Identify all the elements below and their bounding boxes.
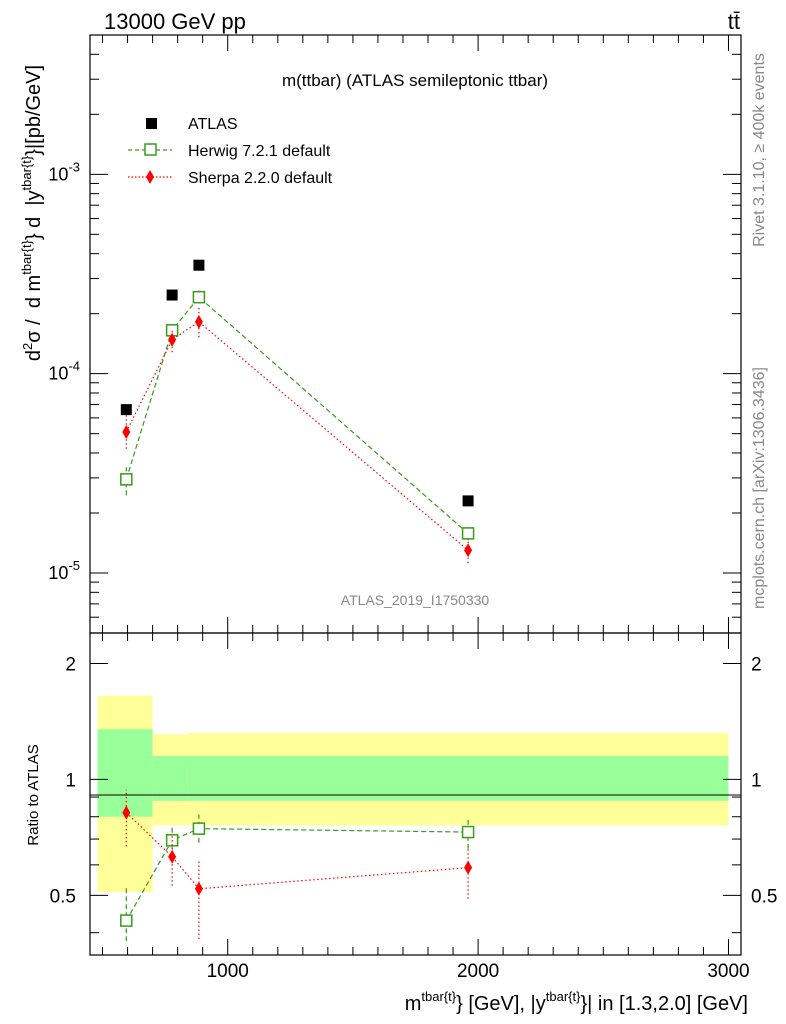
y-label-part: σ / d m (23, 275, 45, 343)
atlas-point (193, 259, 205, 271)
x-label-part: }| in [1.3,2.0] [GeV] (580, 993, 748, 1015)
legend-marker-atlas (146, 118, 157, 129)
y-tick-label: 10-4 (48, 359, 80, 384)
x-axis-label: mtbar{t}} [GeV], |ytbar{t}}| in [1.3,2.0… (405, 989, 748, 1015)
ratio-uncertainty-bands (97, 695, 729, 893)
y-tick-label: 10-5 (48, 558, 80, 583)
x-label-sup: tbar{t} (546, 989, 581, 1004)
y-label-sup: 2 (20, 343, 35, 350)
sherpa-ratio-point (464, 860, 473, 875)
herwig-point (120, 473, 133, 486)
ratio-y-tick-label-right: 0.5 (751, 886, 777, 907)
ratio-series-layer (120, 789, 475, 942)
legend-marker-herwig (144, 143, 157, 156)
ratio-y-tick-label-left: 2 (65, 654, 76, 675)
legend-label-herwig: Herwig 7.2.1 default (188, 143, 331, 160)
x-label-part: m (405, 993, 422, 1015)
y-tick-base: 10 (48, 164, 68, 184)
sherpa-point (168, 332, 177, 347)
y-label-part: }|[pb/GeV] (23, 65, 45, 156)
sherpa-ratio-point (194, 881, 203, 896)
herwig-ratio-point (461, 825, 475, 839)
y-label-part: d (23, 350, 45, 361)
y-label-part: } d |y (23, 190, 45, 240)
x-label-sup: tbar{t} (421, 989, 456, 1004)
y-tick-exponent: -5 (68, 558, 80, 573)
herwig-point (461, 527, 475, 540)
inner-uncertainty-band (97, 729, 153, 817)
herwig-ratio-line (125, 828, 469, 921)
ratio-axis-ticks: 0.5 0.5 1 1 2 2 1000 2000 3000 (50, 633, 777, 982)
ratio-y-axis-label: Ratio to ATLAS (25, 744, 42, 845)
legend: ATLAS Herwig 7.2.1 default Sherpa 2.2.0 … (128, 116, 333, 187)
sherpa-point (464, 543, 473, 558)
atlas-point (166, 289, 178, 301)
y-tick-exponent: -4 (68, 359, 80, 374)
inner-uncertainty-band (187, 756, 729, 801)
herwig-point (192, 290, 206, 304)
rivet-label: Rivet 3.1.10, ≥ 400k events (751, 53, 768, 247)
main-plot-title: m(ttbar) (ATLAS semileptonic ttbar) (282, 71, 548, 90)
process-label: tt̄ (728, 9, 740, 34)
inner-uncertainty-band (152, 756, 188, 801)
atlas-point (462, 495, 474, 507)
site-label: mcplots.cern.ch [arXiv:1306.3436] (751, 367, 768, 609)
sherpa-ratio-line (125, 812, 469, 890)
sherpa-ratio-point (168, 849, 177, 864)
main-y-axis-label: d2σ / d mtbar{t}} d |ytbar{t}}|[pb/GeV] (19, 65, 45, 361)
y-tick-base: 10 (48, 364, 68, 384)
ratio-y-tick-label-right: 2 (751, 654, 762, 675)
y-label-sup: tbar{t} (19, 239, 34, 274)
ratio-y-tick-label-left: 0.5 (50, 886, 76, 907)
x-label-part: } [GeV], |y (456, 993, 546, 1015)
herwig-ratio-point (120, 914, 133, 927)
ratio-y-tick-label-right: 1 (751, 770, 762, 791)
sherpa-line (125, 321, 469, 551)
main-series-layer (120, 259, 475, 564)
atlas-point (120, 404, 132, 416)
y-tick-base: 10 (48, 563, 68, 583)
main-y-axis-ticks: 10-510-410-3 (48, 34, 741, 633)
x-tick-label: 1000 (207, 961, 249, 982)
x-tick-label: 2000 (457, 961, 499, 982)
x-tick-label: 3000 (707, 961, 749, 982)
sherpa-point (194, 314, 203, 329)
legend-label-sherpa: Sherpa 2.2.0 default (188, 170, 333, 187)
herwig-line (125, 296, 469, 534)
legend-marker-sherpa (146, 170, 154, 184)
analysis-label: ATLAS_2019_I1750330 (341, 592, 490, 608)
legend-label-atlas: ATLAS (188, 116, 238, 133)
herwig-ratio-point (192, 822, 206, 835)
ratio-plot-frame (89, 632, 742, 956)
sherpa-point (122, 424, 131, 439)
sherpa-ratio-point (122, 805, 131, 820)
energy-label: 13000 GeV pp (104, 9, 246, 34)
y-tick-exponent: -3 (68, 159, 80, 174)
ratio-y-tick-label-left: 1 (65, 770, 76, 791)
y-tick-label: 10-3 (48, 159, 80, 184)
y-label-sup: tbar{t} (19, 155, 34, 190)
